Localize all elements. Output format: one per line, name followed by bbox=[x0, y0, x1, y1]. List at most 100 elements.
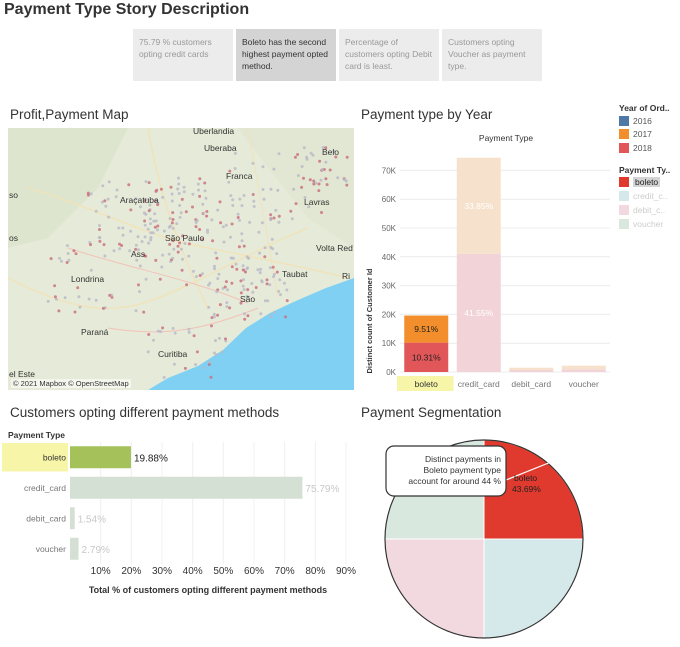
map-point[interactable] bbox=[161, 253, 165, 257]
map-point[interactable] bbox=[240, 232, 244, 236]
map-point[interactable] bbox=[127, 183, 131, 187]
map-point[interactable] bbox=[224, 223, 228, 227]
map-point[interactable] bbox=[263, 255, 267, 259]
legend-type-credit-card[interactable]: credit_c.. bbox=[619, 191, 668, 201]
map-point[interactable] bbox=[305, 155, 309, 159]
map-point[interactable] bbox=[77, 295, 81, 299]
map-point[interactable] bbox=[107, 215, 111, 219]
map-point[interactable] bbox=[185, 283, 189, 287]
map-point[interactable] bbox=[241, 268, 245, 272]
map-point[interactable] bbox=[177, 192, 181, 195]
map-point[interactable] bbox=[252, 199, 256, 203]
map-point[interactable] bbox=[94, 298, 98, 302]
map-point[interactable] bbox=[187, 242, 191, 246]
map-point[interactable] bbox=[317, 182, 321, 186]
map-point[interactable] bbox=[248, 220, 252, 224]
map-point[interactable] bbox=[168, 217, 172, 220]
map-point[interactable] bbox=[245, 267, 249, 271]
map-point[interactable] bbox=[145, 198, 148, 201]
map-point[interactable] bbox=[103, 199, 107, 203]
map-point[interactable] bbox=[345, 155, 349, 159]
map-point[interactable] bbox=[216, 208, 220, 212]
hbar-bar[interactable] bbox=[70, 476, 303, 499]
map-point[interactable] bbox=[149, 231, 153, 235]
map-point[interactable] bbox=[270, 237, 274, 241]
map-point[interactable] bbox=[179, 211, 183, 215]
map-point[interactable] bbox=[195, 350, 199, 354]
bar-segment[interactable] bbox=[456, 253, 501, 372]
map-point[interactable] bbox=[134, 197, 138, 201]
map-point[interactable] bbox=[259, 312, 263, 316]
map-point[interactable] bbox=[97, 224, 101, 227]
map-point[interactable] bbox=[152, 338, 155, 342]
map-point[interactable] bbox=[171, 211, 175, 215]
map-point[interactable] bbox=[112, 249, 116, 253]
map-point[interactable] bbox=[178, 241, 182, 245]
map-point[interactable] bbox=[196, 182, 200, 186]
map-point[interactable] bbox=[317, 189, 321, 193]
map-point[interactable] bbox=[171, 226, 175, 230]
map-point[interactable] bbox=[138, 290, 141, 294]
pie-slice[interactable] bbox=[384, 538, 485, 639]
map-point[interactable] bbox=[265, 278, 269, 282]
map-point[interactable] bbox=[319, 178, 323, 182]
map-point[interactable] bbox=[121, 226, 125, 230]
map-point[interactable] bbox=[215, 256, 219, 260]
map-point[interactable] bbox=[153, 212, 157, 216]
map-point[interactable] bbox=[311, 153, 315, 157]
map-point[interactable] bbox=[302, 146, 306, 150]
map-point[interactable] bbox=[206, 230, 210, 234]
map-point[interactable] bbox=[242, 278, 245, 282]
map-point[interactable] bbox=[74, 252, 78, 256]
bar-x-tick[interactable]: debit_card bbox=[511, 379, 551, 389]
map-point[interactable] bbox=[110, 295, 114, 299]
map-point[interactable] bbox=[225, 301, 229, 305]
map-point[interactable] bbox=[239, 291, 243, 295]
map-point[interactable] bbox=[154, 189, 158, 193]
map-point[interactable] bbox=[138, 264, 142, 268]
map-point[interactable] bbox=[154, 199, 158, 202]
map-point[interactable] bbox=[198, 177, 202, 181]
map-point[interactable] bbox=[251, 161, 255, 165]
map-point[interactable] bbox=[134, 247, 138, 251]
map-point[interactable] bbox=[120, 244, 124, 247]
map-point[interactable] bbox=[167, 252, 171, 256]
map-point[interactable] bbox=[216, 277, 220, 280]
map-point[interactable] bbox=[98, 239, 102, 243]
map-point[interactable] bbox=[180, 197, 184, 201]
map-point[interactable] bbox=[173, 331, 177, 335]
map-point[interactable] bbox=[207, 363, 211, 366]
map-point[interactable] bbox=[241, 284, 245, 288]
map-point[interactable] bbox=[244, 270, 247, 274]
map-point[interactable] bbox=[217, 272, 221, 276]
map-point[interactable] bbox=[148, 203, 152, 207]
map-point[interactable] bbox=[277, 220, 281, 224]
map-point[interactable] bbox=[235, 267, 239, 271]
hbar-category-label[interactable]: debit_card bbox=[26, 513, 66, 523]
map-point[interactable] bbox=[312, 182, 316, 186]
map-point[interactable] bbox=[273, 310, 276, 314]
profit-payment-map[interactable]: Uberlandia Uberaba Belo Franca Araçatuba… bbox=[8, 128, 354, 390]
story-point-2[interactable]: Boleto has the second highest payment op… bbox=[236, 29, 336, 81]
map-point[interactable] bbox=[191, 205, 194, 209]
map-point[interactable] bbox=[200, 238, 204, 242]
map-point[interactable] bbox=[215, 290, 219, 294]
map-point[interactable] bbox=[236, 216, 240, 219]
map-point[interactable] bbox=[143, 223, 147, 227]
map-point[interactable] bbox=[168, 224, 172, 228]
map-point[interactable] bbox=[147, 333, 151, 336]
map-point[interactable] bbox=[187, 327, 191, 331]
bar-segment[interactable] bbox=[456, 157, 501, 254]
map-point[interactable] bbox=[205, 210, 209, 213]
map-point[interactable] bbox=[221, 287, 225, 290]
map-point[interactable] bbox=[60, 259, 63, 263]
legend-type-boleto[interactable]: boleto bbox=[619, 177, 661, 187]
map-point[interactable] bbox=[201, 202, 205, 206]
map-point[interactable] bbox=[54, 297, 58, 301]
map-point[interactable] bbox=[169, 185, 173, 189]
map-point[interactable] bbox=[223, 285, 227, 289]
map-point[interactable] bbox=[73, 310, 77, 314]
map-point[interactable] bbox=[260, 280, 264, 284]
hbar-category-label[interactable]: voucher bbox=[36, 544, 66, 554]
map-point[interactable] bbox=[218, 336, 221, 340]
